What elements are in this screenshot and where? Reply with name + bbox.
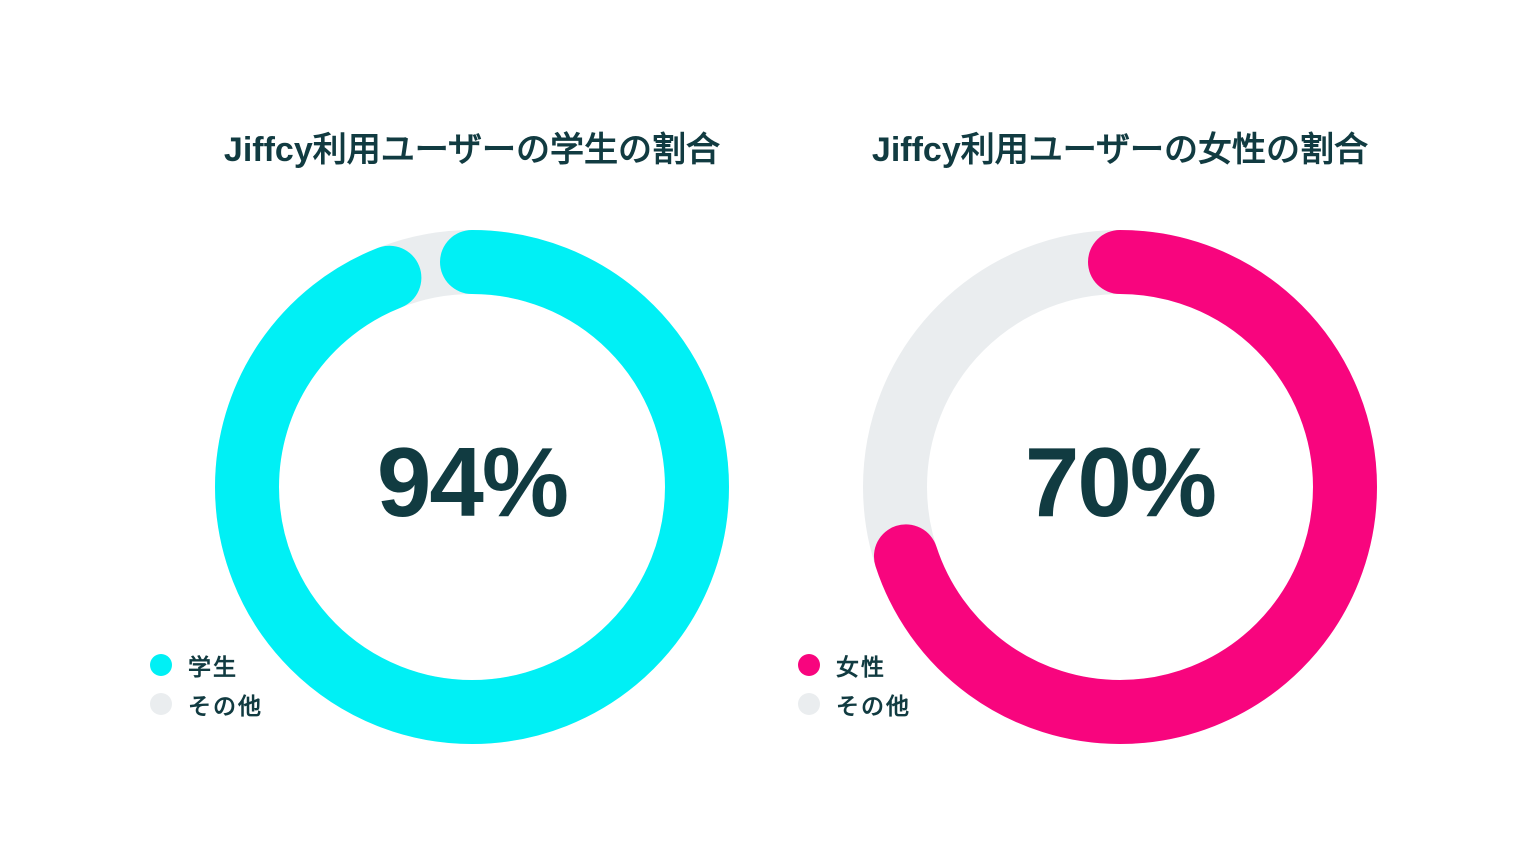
donut-center-value: 70%	[1024, 426, 1217, 537]
legend-item-primary: 学生	[150, 652, 263, 680]
chart-title: Jiffcy利用ユーザーの女性の割合	[871, 131, 1369, 169]
chart-legend: 女性 その他	[798, 652, 911, 730]
legend-dot-primary	[150, 653, 172, 676]
legend-label: その他	[188, 692, 263, 719]
donut-svg	[863, 230, 1377, 744]
donut-svg	[215, 230, 729, 744]
legend-label: 女性	[836, 653, 886, 680]
legend-item-primary: 女性	[798, 652, 911, 680]
legend-item-other: その他	[150, 691, 263, 719]
donut-women: 70%	[860, 227, 1380, 747]
donut-students: 94%	[212, 227, 732, 747]
legend-item-other: その他	[798, 691, 911, 719]
donut-chart-students: Jiffcy利用ユーザーの学生の割合 94% 学生 その他	[150, 0, 732, 864]
legend-label: その他	[836, 692, 911, 719]
legend-dot-other	[150, 692, 172, 715]
chart-title: Jiffcy利用ユーザーの学生の割合	[223, 131, 721, 169]
chart-legend: 学生 その他	[150, 652, 263, 730]
donut-center-value: 94%	[376, 426, 569, 537]
legend-dot-other	[798, 692, 820, 715]
donut-value-arc	[215, 230, 729, 744]
donut-chart-women: Jiffcy利用ユーザーの女性の割合 70% 女性 その他	[798, 0, 1380, 864]
donut-value-arc	[863, 230, 1377, 744]
legend-dot-primary	[798, 653, 820, 676]
legend-label: 学生	[188, 653, 238, 680]
